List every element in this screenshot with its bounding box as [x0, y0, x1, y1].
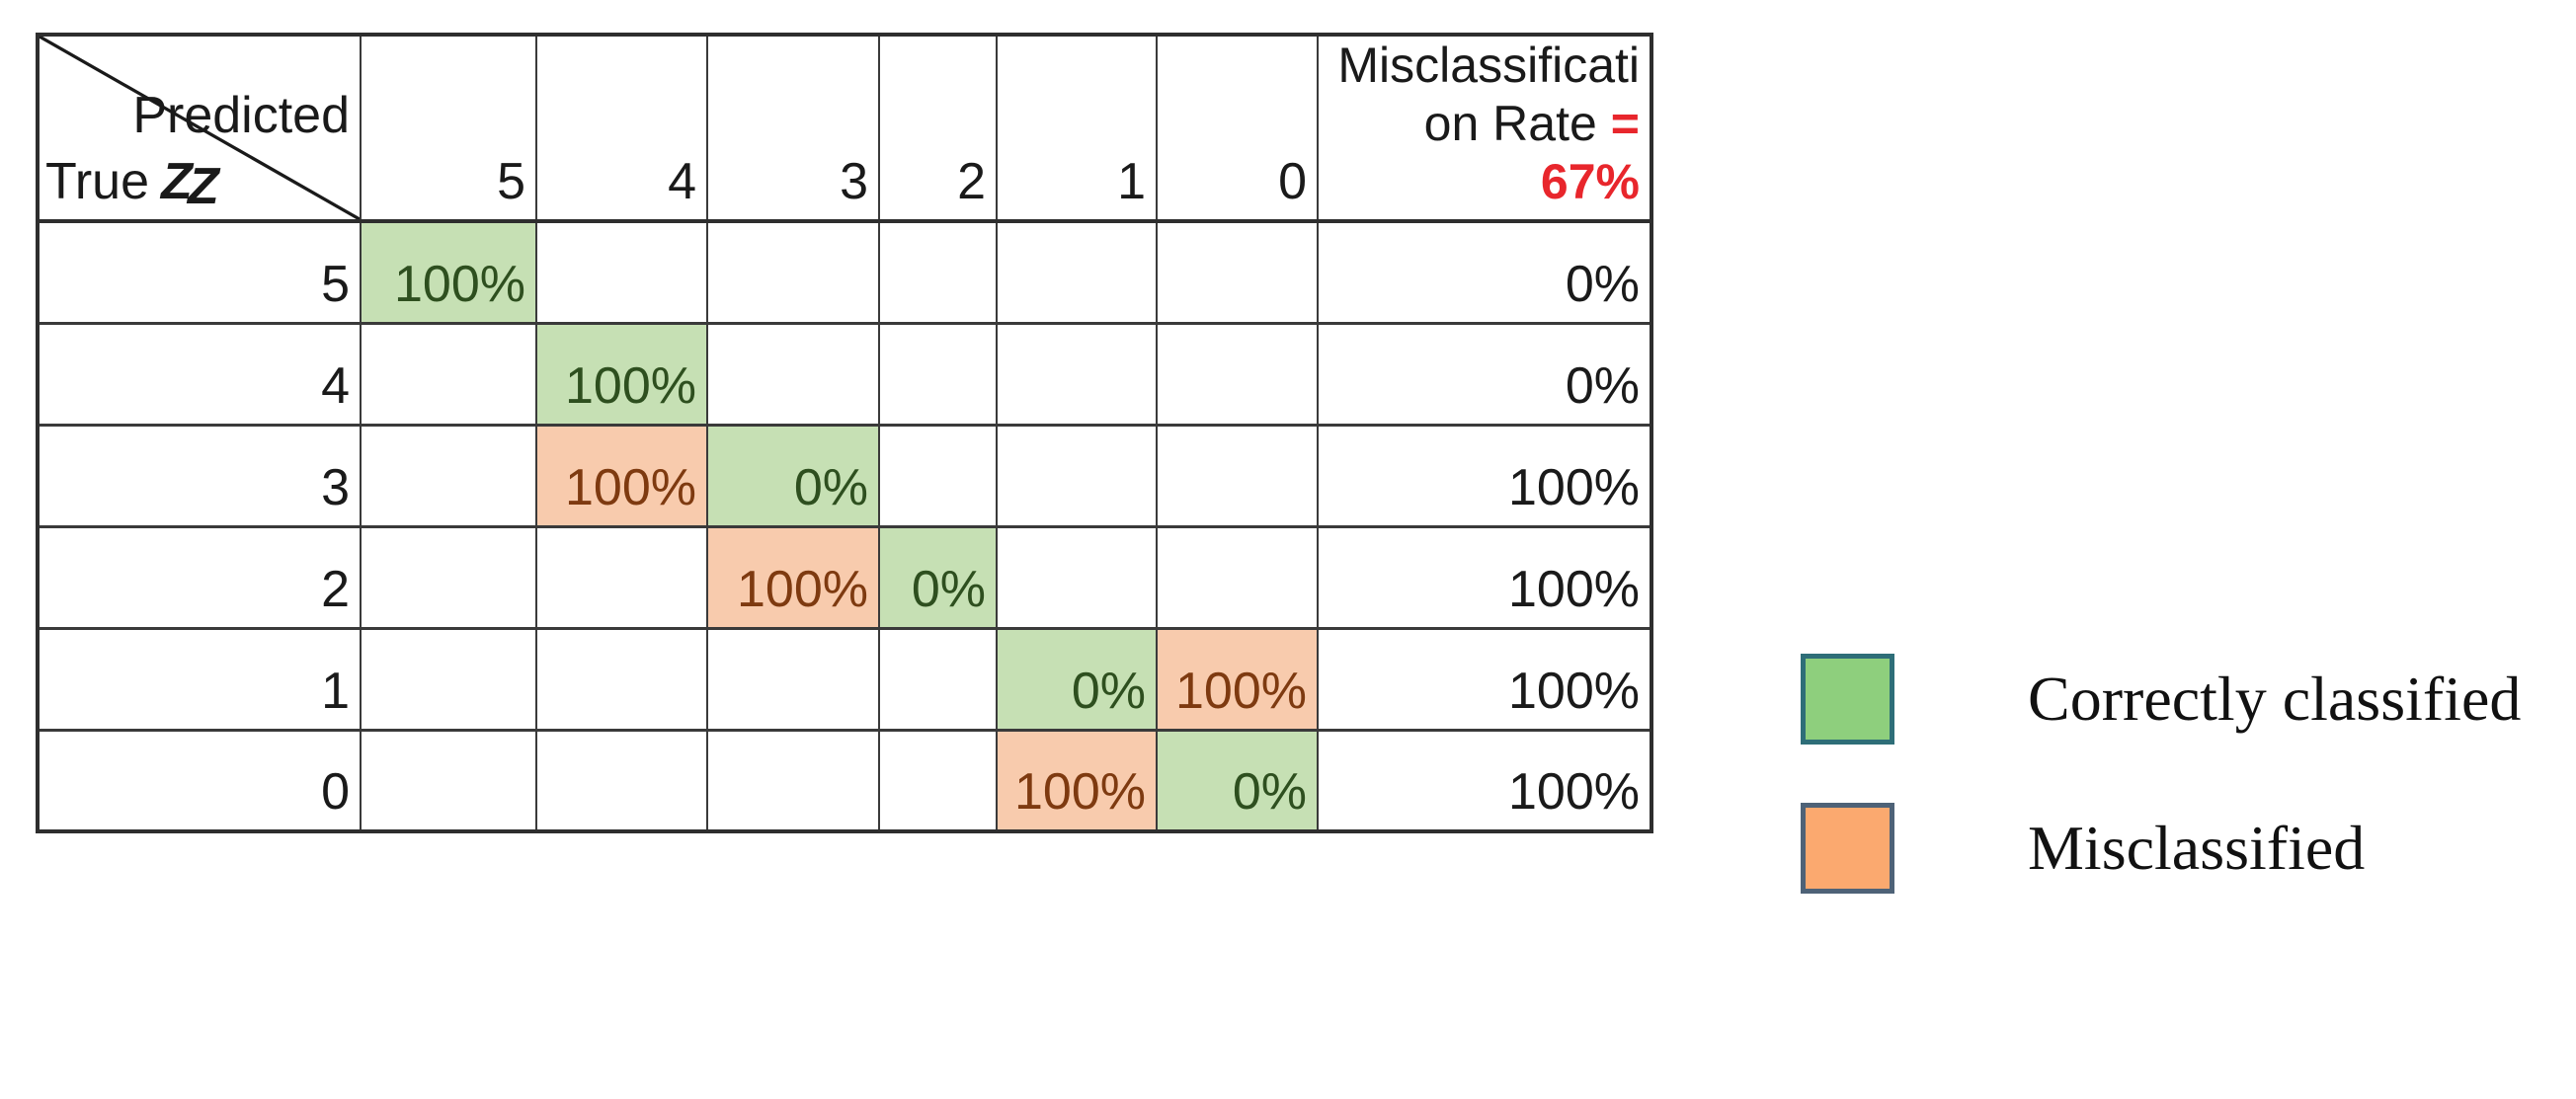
predicted-axis-label: Predicted: [132, 87, 350, 144]
true-axis-variable: Z: [161, 153, 193, 210]
header-row: Predicted Z True Z 5 4 3 2 1 0 Misclassif…: [37, 34, 1652, 223]
column-header-4: 4: [535, 34, 708, 223]
row-label: 5: [37, 219, 362, 325]
matrix-cell: 0%: [996, 626, 1158, 732]
matrix-cell: 0%: [1156, 728, 1319, 833]
matrix-cell: [878, 423, 998, 528]
matrix-cell: [706, 626, 880, 732]
matrix-cell: [878, 321, 998, 427]
row-label: 3: [37, 423, 362, 528]
row-rate-cell: 0%: [1317, 219, 1652, 325]
matrix-cell: 100%: [535, 321, 708, 427]
matrix-cell: [535, 524, 708, 630]
row-label: 1: [37, 626, 362, 732]
correct-classified-swatch: [1801, 654, 1894, 745]
matrix-cell: 0%: [706, 423, 880, 528]
matrix-cell: [535, 728, 708, 833]
matrix-cell: [996, 321, 1158, 427]
table-row-true-3: 3 100% 0% 100%: [37, 423, 1652, 528]
matrix-cell: [996, 219, 1158, 325]
matrix-cell: [535, 219, 708, 325]
row-rate-cell: 100%: [1317, 423, 1652, 528]
column-header-1: 1: [996, 34, 1158, 223]
matrix-cell: 100%: [535, 423, 708, 528]
corner-cell: Predicted Z True Z: [37, 34, 362, 223]
row-rate-cell: 100%: [1317, 626, 1652, 732]
matrix-cell: [360, 524, 537, 630]
matrix-cell: [996, 524, 1158, 630]
matrix-cell: [878, 626, 998, 732]
true-axis-label: True Z: [45, 153, 193, 210]
table-row-true-1: 1 0% 100% 100%: [37, 626, 1652, 732]
matrix-cell: [706, 219, 880, 325]
matrix-cell: [878, 728, 998, 833]
table-row-true-0: 0 100% 0% 100%: [37, 728, 1652, 833]
table-row-true-5: 5 100% 0%: [37, 219, 1652, 325]
matrix-cell: 100%: [706, 524, 880, 630]
matrix-cell: [535, 626, 708, 732]
row-label: 0: [37, 728, 362, 833]
confusion-matrix-table: Predicted Z True Z 5 4 3 2 1 0 Misclassif…: [36, 33, 1653, 833]
matrix-cell: [1156, 321, 1319, 427]
legend-item-misclassified: Misclassified: [1801, 803, 2521, 894]
matrix-cell: 100%: [996, 728, 1158, 833]
matrix-cell: [706, 321, 880, 427]
row-label: 2: [37, 524, 362, 630]
table-row-true-2: 2 100% 0% 100%: [37, 524, 1652, 630]
matrix-cell: [1156, 423, 1319, 528]
matrix-cell: [706, 728, 880, 833]
matrix-cell: [1156, 219, 1319, 325]
rate-header-line2: on Rate = 67%: [1423, 96, 1640, 209]
row-label: 4: [37, 321, 362, 427]
matrix-cell: [360, 423, 537, 528]
column-header-5: 5: [360, 34, 537, 223]
misclassified-swatch: [1801, 803, 1894, 894]
overall-rate-value: = 67%: [1540, 96, 1640, 209]
diagonal-divider-line: [40, 37, 359, 217]
matrix-cell: 100%: [1156, 626, 1319, 732]
column-header-2: 2: [878, 34, 998, 223]
matrix-cell: [996, 423, 1158, 528]
column-header-3: 3: [706, 34, 880, 223]
predicted-axis-variable: Z: [188, 158, 219, 215]
column-header-0: 0: [1156, 34, 1319, 223]
matrix-cell: 0%: [878, 524, 998, 630]
legend-label-misclassified: Misclassified: [2028, 813, 2366, 883]
matrix-cell: [1156, 524, 1319, 630]
legend: Correctly classified Misclassified: [1801, 654, 2521, 894]
matrix-cell: 100%: [360, 219, 537, 325]
matrix-cell: [360, 728, 537, 833]
row-rate-cell: 100%: [1317, 728, 1652, 833]
misclassification-rate-header: Misclassificati on Rate = 67%: [1317, 34, 1652, 223]
legend-label-correct: Correctly classified: [2028, 664, 2522, 734]
rate-header-line1: Misclassificati: [1337, 38, 1640, 93]
table-row-true-4: 4 100% 0%: [37, 321, 1652, 427]
matrix-cell: [878, 219, 998, 325]
matrix-cell: [360, 626, 537, 732]
matrix-cell: [360, 321, 537, 427]
row-rate-cell: 100%: [1317, 524, 1652, 630]
row-rate-cell: 0%: [1317, 321, 1652, 427]
legend-item-correct: Correctly classified: [1801, 654, 2521, 745]
